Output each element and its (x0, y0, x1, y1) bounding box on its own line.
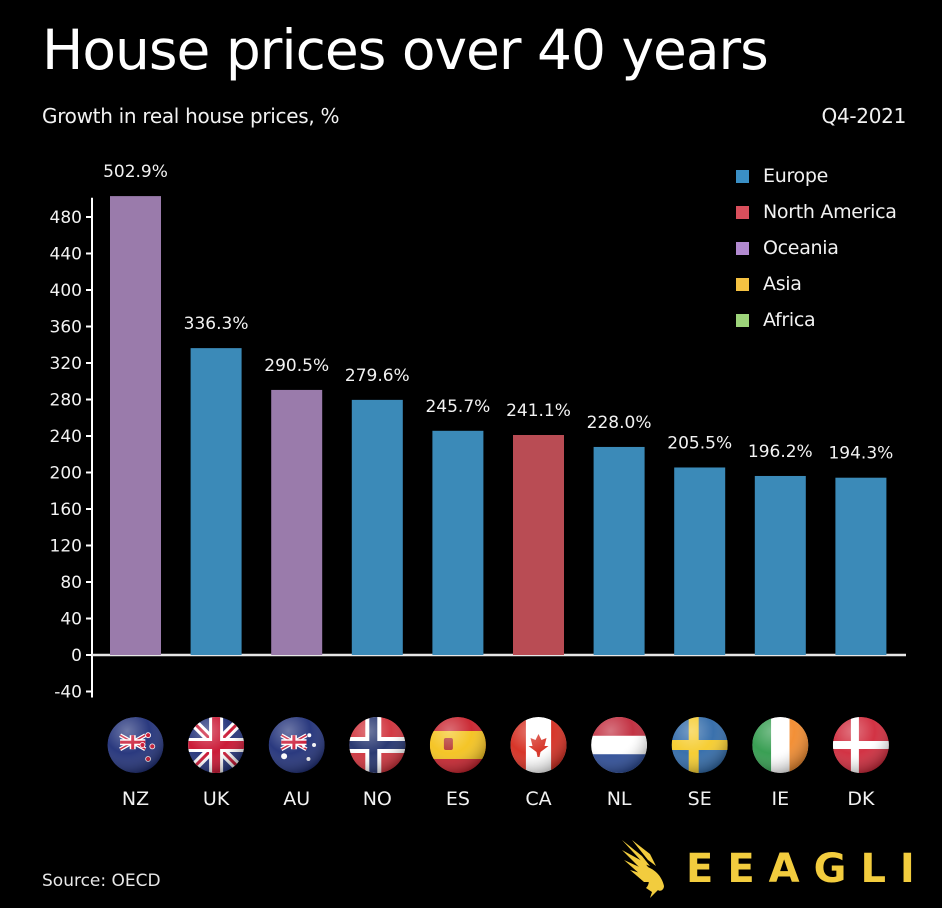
chart-subtitle: Growth in real house prices, % (42, 104, 340, 128)
y-tick-label: 360 (50, 318, 82, 338)
bar-au (271, 389, 323, 655)
legend-swatch-north-america (736, 205, 749, 219)
data-label-uk: 336.3% (184, 314, 249, 334)
data-label-nz: 502.9% (103, 162, 168, 182)
brand-logo: EEAGLI (620, 838, 929, 900)
flag-australia-icon (268, 717, 325, 773)
bar-nz (110, 196, 161, 655)
legend-label-africa: Africa (763, 309, 816, 331)
eagle-icon (622, 840, 664, 898)
data-labels: 502.9% 336.3% 290.5% 279.6% 245.7% 241.1% 228.… (103, 162, 893, 464)
flags (107, 717, 889, 773)
x-tick-label-au: AU (283, 788, 310, 810)
x-tick-label-nz: NZ (122, 788, 149, 810)
data-label-se: 205.5% (667, 433, 732, 453)
y-tick-label: 80 (60, 573, 82, 593)
data-label-es: 245.7% (425, 397, 490, 417)
flag-denmark-icon (832, 717, 889, 773)
y-tick-label: -40 (54, 683, 82, 703)
y-tick-label: 40 (60, 610, 82, 630)
data-label-au: 290.5% (264, 356, 329, 376)
source-note: Source: OECD (42, 871, 161, 891)
y-tick-label: 320 (50, 354, 82, 374)
legend-item-africa: Africa (736, 302, 897, 338)
legend-swatch-europe (736, 169, 749, 183)
x-tick-label-nl: NL (607, 788, 632, 810)
x-axis-labels: NZ UK AU NO ES CA NL SE IE DK (122, 788, 875, 810)
data-label-no: 279.6% (345, 366, 410, 386)
bars (110, 196, 887, 655)
x-tick-label-es: ES (446, 788, 470, 810)
chart-title: House prices over 40 years (42, 18, 769, 82)
legend-item-north-america: North America (736, 194, 897, 230)
bar-nl (593, 446, 645, 655)
bar-ie (754, 475, 806, 655)
legend-item-europe: Europe (736, 158, 897, 194)
flag-ireland-icon (752, 717, 809, 773)
data-label-nl: 228.0% (587, 413, 652, 433)
legend-item-oceania: Oceania (736, 230, 897, 266)
bar-es (432, 430, 484, 655)
x-tick-label-uk: UK (203, 788, 230, 810)
y-tick-label: 400 (50, 281, 82, 301)
y-tick-label: 280 (50, 391, 82, 411)
legend-item-asia: Asia (736, 266, 897, 302)
legend-label-oceania: Oceania (763, 237, 839, 259)
data-label-dk: 194.3% (828, 444, 893, 464)
x-tick-label-no: NO (363, 788, 392, 810)
y-tick-label: 160 (50, 500, 82, 520)
y-tick-label: 120 (50, 537, 82, 557)
legend-label-north-america: North America (763, 201, 897, 223)
data-label-ie: 196.2% (748, 442, 813, 462)
x-tick-label-ca: CA (525, 788, 551, 810)
flag-netherlands-icon (591, 717, 648, 773)
legend-swatch-asia (736, 277, 749, 291)
bar-uk (190, 348, 242, 655)
flag-new-zealand-icon (107, 717, 164, 773)
bar-no (351, 399, 403, 655)
chart-date: Q4-2021 (821, 104, 907, 128)
legend: Europe North America Oceania Asia Africa (736, 158, 897, 338)
y-axis: -40 0 40 80 120 160 200 240 280 320 360 400 440 480 (50, 197, 906, 703)
x-tick-label-ie: IE (771, 788, 789, 810)
bar-se (674, 467, 726, 655)
y-tick-label: 240 (50, 427, 82, 447)
legend-label-europe: Europe (763, 165, 829, 187)
flag-norway-icon (349, 717, 406, 773)
legend-swatch-africa (736, 313, 749, 327)
flag-united-kingdom-icon (188, 717, 245, 773)
bar-dk (835, 477, 887, 655)
bar-ca (513, 434, 564, 655)
x-tick-label-dk: DK (847, 788, 875, 810)
data-label-ca: 241.1% (506, 401, 571, 421)
brand-name: EEAGLI (686, 846, 929, 892)
x-tick-label-se: SE (688, 788, 712, 810)
y-tick-label: 480 (50, 208, 82, 228)
flag-sweden-icon (671, 717, 728, 773)
legend-swatch-oceania (736, 241, 749, 255)
legend-label-asia: Asia (763, 273, 802, 295)
y-tick-label: 200 (50, 464, 82, 484)
flag-spain-icon (429, 717, 486, 773)
y-tick-label: 0 (71, 646, 82, 666)
y-tick-label: 440 (50, 245, 82, 265)
flag-canada-icon (510, 717, 567, 773)
